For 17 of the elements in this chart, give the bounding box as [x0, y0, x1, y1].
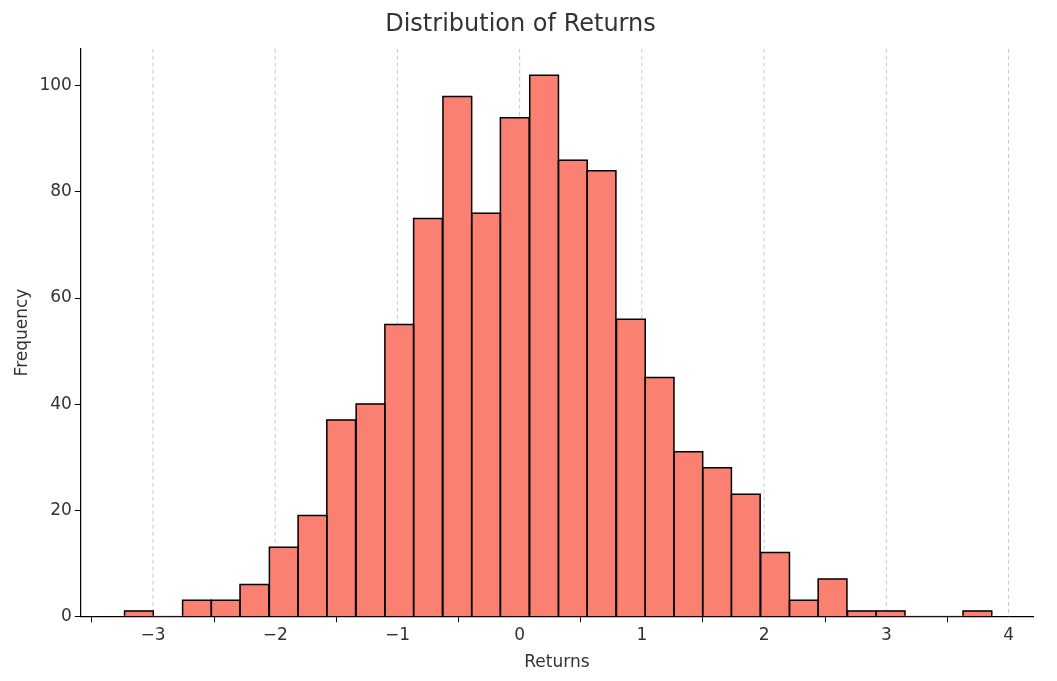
chart-title: Distribution of Returns [385, 8, 656, 37]
y-tick-label: 60 [50, 286, 72, 307]
y-tick-label: 0 [61, 604, 72, 625]
y-tick-label: 80 [50, 180, 72, 201]
x-tick-label: 2 [758, 623, 770, 644]
y-tick-label: 100 [39, 74, 72, 95]
x-tick-label: 1 [636, 623, 648, 644]
y-tick-label: 40 [50, 392, 72, 413]
x-tick-label: 0 [514, 623, 526, 644]
x-tick-label: 4 [1003, 623, 1014, 644]
x-axis-title: Returns [524, 651, 590, 672]
y-tick-label: 20 [50, 498, 72, 519]
y-axis-title: Frequency [10, 288, 31, 377]
x-tick-label: 3 [880, 623, 892, 644]
x-tick-label: −1 [384, 623, 410, 644]
x-tick-label: −3 [140, 623, 166, 644]
x-tick-label: −2 [262, 623, 288, 644]
